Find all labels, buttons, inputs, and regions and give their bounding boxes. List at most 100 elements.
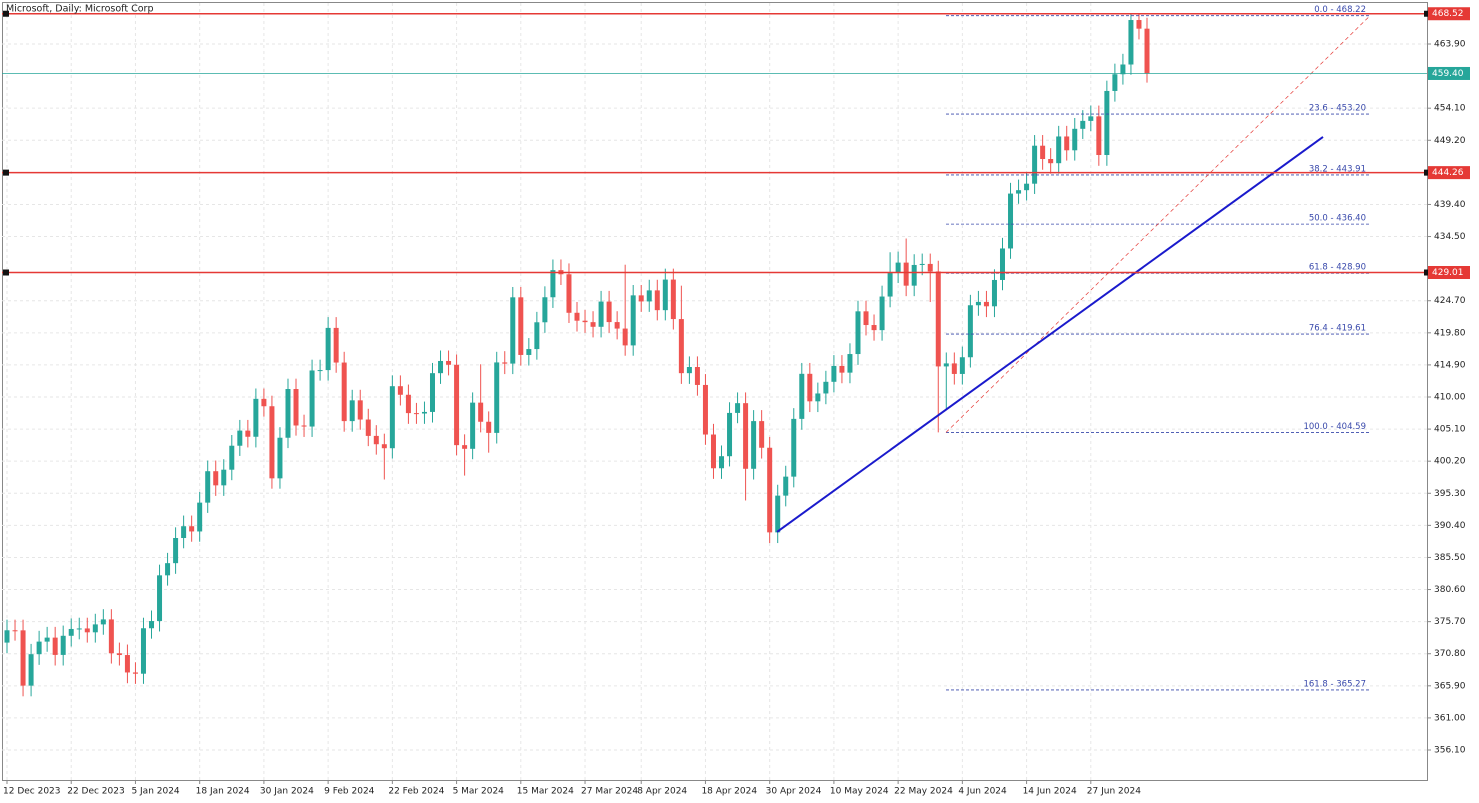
candle-body [1008,193,1014,249]
candle-body [357,400,363,420]
candle-body [20,630,26,686]
y-tick-label: 424.70 [1434,296,1466,306]
candle-body [727,412,733,457]
candle-body [943,363,949,367]
y-tick-label: 361.00 [1434,713,1466,723]
candle-body [165,563,171,576]
candle-body [735,403,741,413]
candle-body [775,495,781,533]
candle-body [84,628,90,633]
candle-body [108,619,114,654]
candle-body [719,456,725,469]
x-tick-label: 8 Apr 2024 [637,787,687,797]
candle-body [1064,136,1070,151]
candle-body [413,413,419,415]
candle-body [325,327,331,371]
candle-body [855,311,861,355]
x-tick-label: 22 Dec 2023 [67,787,125,797]
level-label-box [1428,266,1470,280]
candle-body [767,447,773,533]
candle-body [4,630,10,643]
candle-body [959,357,965,374]
candle-body [12,630,18,632]
candle-body [438,360,444,374]
candle-body [470,402,476,449]
level-handle [3,269,9,276]
y-tick-label: 390.40 [1434,521,1466,531]
candle-body [823,381,829,394]
level-handle [1424,269,1430,276]
fib-label: 161.8 - 365.27 [1303,679,1366,689]
x-tick-label: 5 Mar 2024 [453,787,505,797]
candle-body [582,320,588,323]
level-handle [1424,10,1430,17]
fib-label: 61.8 - 428.90 [1309,263,1366,273]
candle-body [100,619,106,625]
level-label-box [1428,7,1470,21]
candle-body [429,373,435,412]
candle-body [951,363,957,374]
candle-body [863,311,869,326]
candle-body [606,301,612,323]
candle-body [213,471,219,486]
x-tick-label: 30 Apr 2024 [766,787,822,797]
bid-label: 459.40 [1432,69,1464,79]
candle-body [454,364,460,446]
candle-body [927,263,933,272]
candle-body [494,362,500,433]
candle-body [1056,136,1062,164]
x-tick-label: 10 May 2024 [830,787,889,797]
candle-body [245,430,251,437]
candle-body [381,444,387,449]
candle-body [614,322,620,329]
fib-label: 23.6 - 453.20 [1309,104,1366,114]
candle-body [277,437,283,479]
level-handle [3,10,9,17]
overlays: 0.0 - 468.22 23.6 - 453.20 38.2 - 443.91 50… [2,5,1470,691]
candle-body [421,411,427,414]
candle-body [261,398,267,407]
candle-body [405,394,411,414]
candle-body [76,628,82,630]
candle-body [44,637,50,642]
candle-body [317,370,323,372]
candle-body [221,469,227,486]
x-tick-label: 12 Dec 2023 [3,787,61,797]
candle-body [670,279,676,320]
candle-body [542,297,548,323]
candle-body [28,654,34,686]
candle-body [60,635,66,655]
candle-body [502,362,508,364]
candle-body [285,389,291,438]
candle-body [1040,145,1046,160]
y-tick-label: 410.00 [1434,393,1466,403]
x-tick-label: 4 Jun 2024 [958,787,1007,797]
y-tick-label: 356.10 [1434,746,1466,756]
bid-label-box [1428,66,1470,80]
candle-body [751,421,757,469]
candle-body [349,400,355,422]
candle-body [847,354,853,373]
y-tick-label: 375.70 [1434,617,1466,627]
candle-body [181,526,187,539]
candle-body [253,398,259,437]
candle-body [895,262,901,273]
candle-body [638,295,644,302]
level-label: 429.01 [1432,268,1464,278]
candle-body [1120,64,1126,75]
fib-label: 0.0 - 468.22 [1314,5,1366,15]
candle-body [590,322,596,327]
candle-body [157,575,163,622]
chart-title: Microsoft, Daily: Microsoft Corp [6,4,153,15]
candle-body [999,248,1005,280]
x-tick-label: 27 Mar 2024 [581,787,638,797]
candle-body [518,297,524,355]
candle-body [791,418,797,477]
fib-label: 50.0 - 436.40 [1309,214,1366,224]
candle-body [903,262,909,286]
candle-body [975,301,981,306]
candle-body [678,319,684,374]
candle-body [1088,116,1094,121]
candle-body [991,279,997,307]
